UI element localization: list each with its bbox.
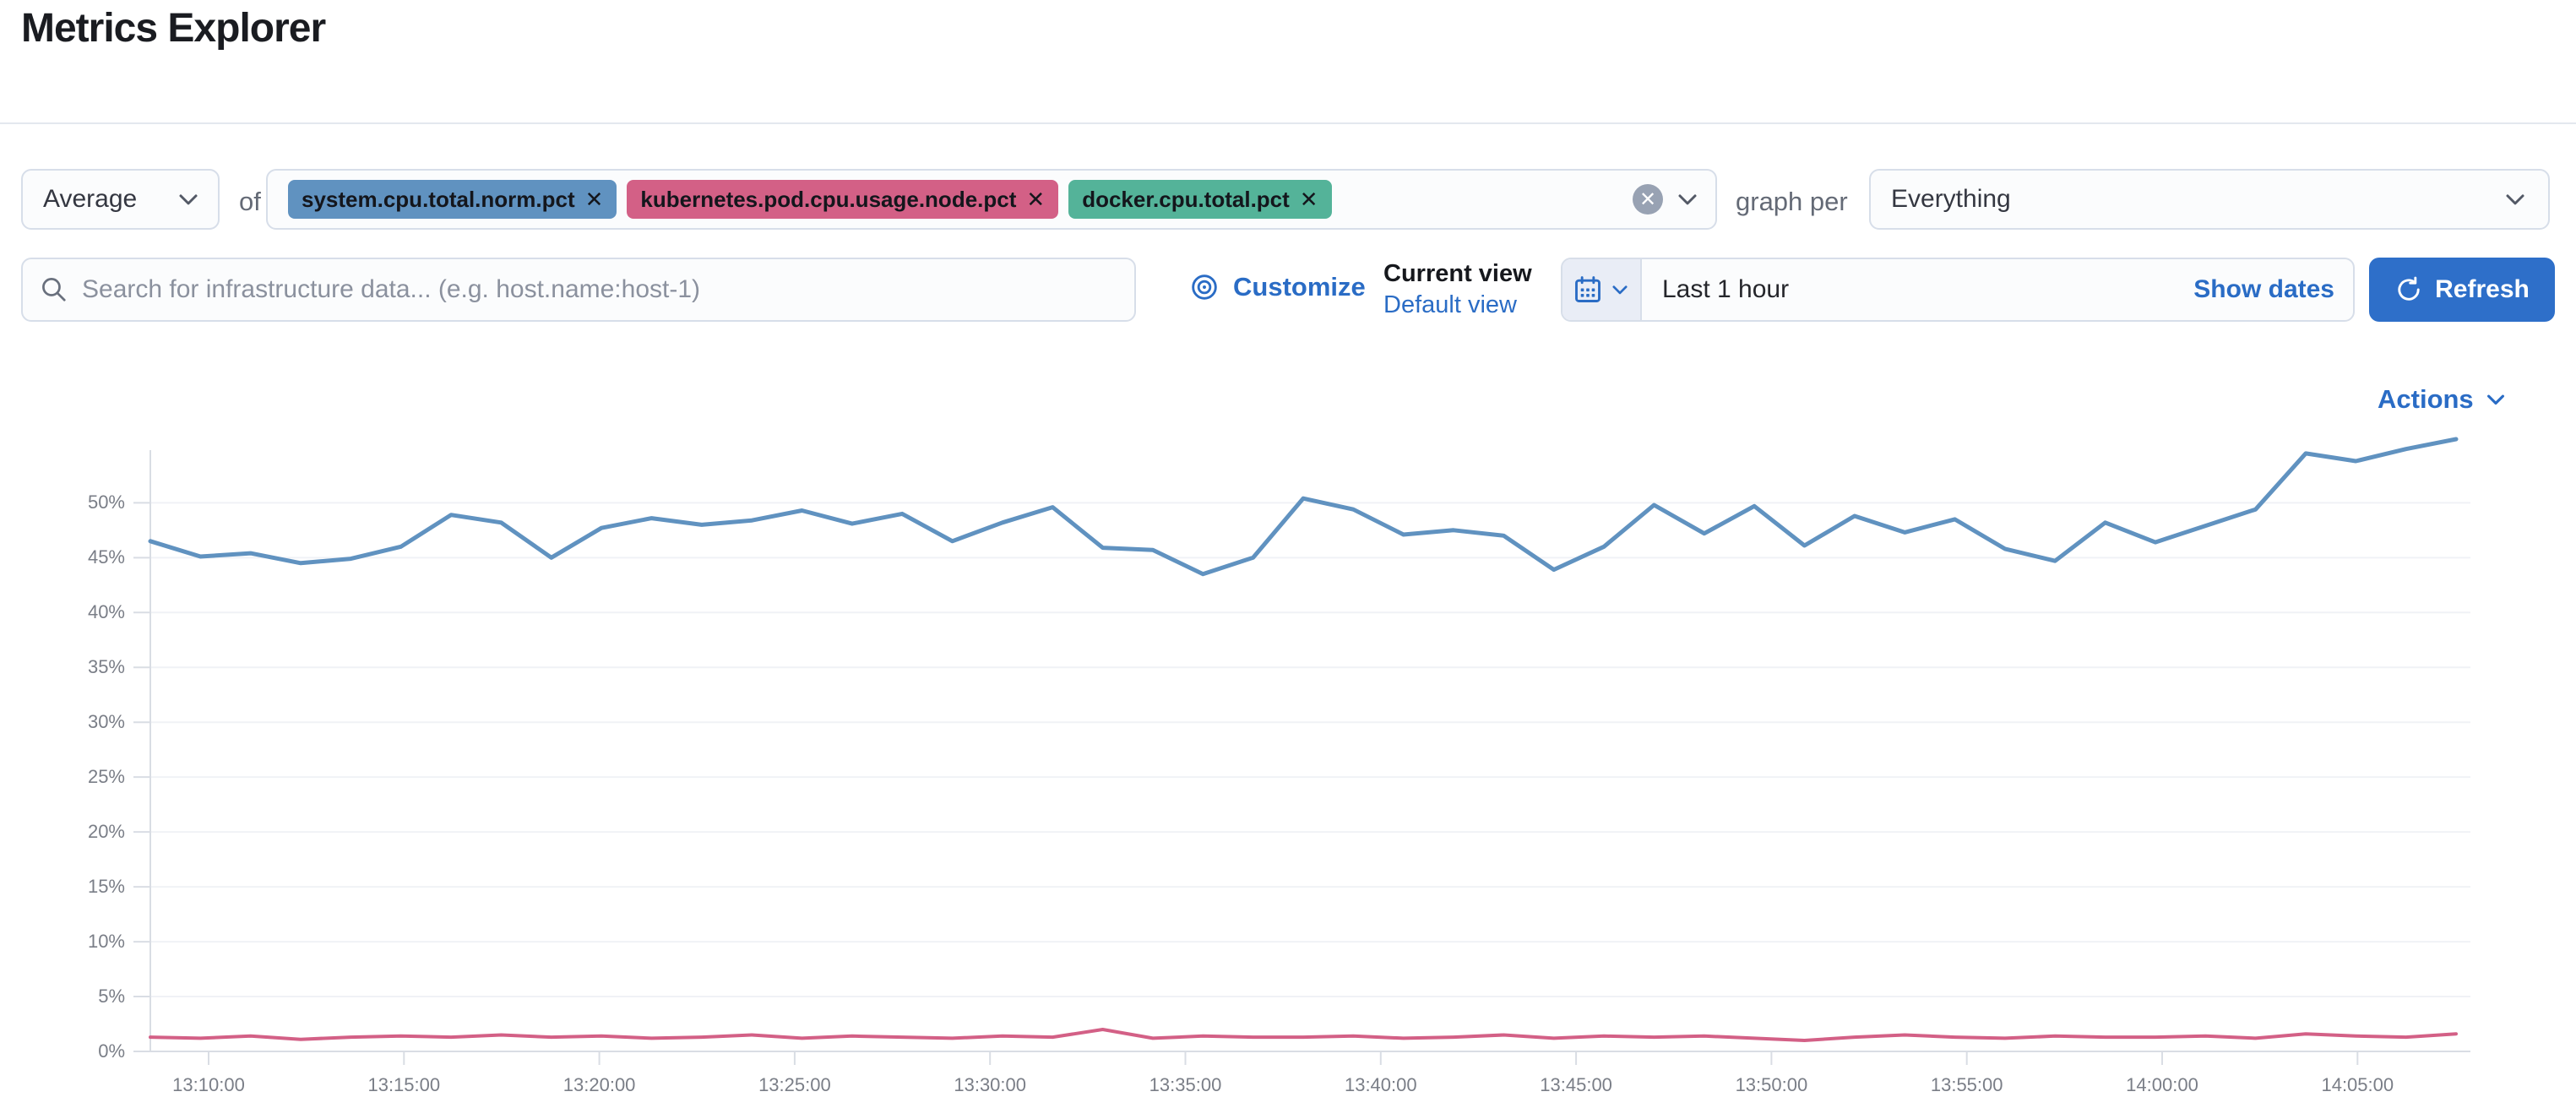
refresh-label: Refresh — [2435, 275, 2530, 303]
chart-line-kubernetes.pod.cpu.usage.node.pct — [149, 1028, 2458, 1042]
metric-pill[interactable]: kubernetes.pod.cpu.usage.node.pct ✕ — [627, 180, 1059, 219]
y-axis-tick-label: 5% — [98, 986, 125, 1008]
x-axis-tick-label: 14:05:00 — [2321, 1074, 2394, 1095]
y-axis-tick-label: 50% — [87, 492, 125, 513]
graph-per-label: graph per — [1736, 187, 1848, 216]
y-axis-tick-label: 10% — [87, 931, 125, 953]
search-icon — [40, 275, 68, 304]
customize-label: Customize — [1233, 272, 1366, 301]
current-view-block: Current view Default view — [1383, 258, 1532, 321]
remove-metric-icon[interactable]: ✕ — [584, 186, 604, 212]
aggregation-value: Average — [43, 185, 138, 213]
default-view-link[interactable]: Default view — [1383, 291, 1517, 318]
page-title: Metrics Explorer — [21, 6, 326, 51]
infrastructure-search-input[interactable]: Search for infrastructure data... (e.g. … — [21, 258, 1136, 322]
chevron-down-icon[interactable] — [1675, 187, 1700, 212]
customize-button[interactable]: Customize — [1189, 272, 1366, 302]
search-placeholder: Search for infrastructure data... (e.g. … — [82, 275, 701, 303]
metrics-line-chart[interactable]: 0% 5% 10% 15% 20% 25% 30% 35% 40% 45% 50% 13:10:00… — [0, 422, 2576, 1108]
metric-pill[interactable]: system.cpu.total.norm.pct ✕ — [288, 180, 617, 219]
metric-pill-row: system.cpu.total.norm.pct ✕ kubernetes.pod… — [278, 180, 1332, 219]
actions-menu-button[interactable]: Actions — [2378, 384, 2508, 415]
actions-label: Actions — [2378, 384, 2474, 414]
y-axis-tick-label: 15% — [87, 876, 125, 898]
metric-pill-label: docker.cpu.total.pct — [1082, 186, 1290, 212]
x-axis-tick-label: 13:50:00 — [1735, 1074, 1808, 1095]
clear-metrics-icon[interactable]: ✕ — [1633, 184, 1663, 215]
metric-pill-label: system.cpu.total.norm.pct — [302, 186, 575, 212]
chevron-down-icon — [2503, 187, 2528, 212]
metric-combo-box[interactable]: system.cpu.total.norm.pct ✕ kubernetes.pod… — [266, 169, 1717, 230]
quick-select-button[interactable] — [1562, 259, 1642, 320]
y-axis-tick-label: 30% — [87, 711, 125, 733]
x-axis-tick-label: 14:00:00 — [2126, 1074, 2198, 1095]
calendar-icon — [1575, 276, 1600, 302]
graph-per-select[interactable]: Everything — [1869, 169, 2550, 230]
remove-metric-icon[interactable]: ✕ — [1026, 186, 1046, 212]
x-axis-tick-label: 13:40:00 — [1344, 1074, 1417, 1095]
x-axis-tick-label: 13:35:00 — [1149, 1074, 1222, 1095]
of-label: of — [239, 187, 261, 216]
x-axis-tick-label: 13:55:00 — [1930, 1074, 2003, 1095]
remove-metric-icon[interactable]: ✕ — [1299, 186, 1318, 212]
chart-plot-area — [133, 437, 2470, 1065]
chevron-down-icon — [176, 187, 201, 212]
current-view-label: Current view — [1383, 260, 1532, 287]
y-axis-tick-label: 25% — [87, 766, 125, 788]
graph-per-value: Everything — [1891, 185, 2011, 213]
x-axis-tick-label: 13:45:00 — [1540, 1074, 1612, 1095]
chevron-down-icon — [2486, 394, 2504, 405]
time-range-picker: Last 1 hour Show dates — [1561, 258, 2355, 322]
y-axis-tick-label: 40% — [87, 601, 125, 623]
aggregation-select[interactable]: Average — [21, 169, 220, 230]
y-axis-tick-label: 35% — [87, 656, 125, 678]
y-axis-tick-label: 0% — [98, 1040, 125, 1062]
chevron-down-icon — [1610, 280, 1630, 300]
refresh-icon — [2398, 276, 2420, 301]
refresh-button[interactable]: Refresh — [2369, 258, 2555, 322]
x-axis-tick-label: 13:10:00 — [172, 1074, 245, 1095]
time-range-value[interactable]: Last 1 hour — [1662, 275, 1790, 303]
y-axis-tick-label: 20% — [87, 821, 125, 843]
x-axis-tick-label: 13:30:00 — [954, 1074, 1027, 1095]
x-axis-tick-label: 13:15:00 — [367, 1074, 441, 1095]
x-axis-tick-label: 13:20:00 — [562, 1074, 636, 1095]
metric-pill-label: kubernetes.pod.cpu.usage.node.pct — [640, 186, 1017, 212]
customize-eye-icon — [1192, 274, 1217, 300]
x-axis-tick-label: 13:25:00 — [758, 1074, 831, 1095]
y-axis-tick-label: 45% — [87, 546, 125, 568]
show-dates-link[interactable]: Show dates — [2193, 275, 2334, 303]
header-divider — [0, 122, 2576, 124]
chart-line-system.cpu.total.norm.pct — [148, 437, 2459, 577]
metric-pill[interactable]: docker.cpu.total.pct ✕ — [1068, 180, 1332, 219]
